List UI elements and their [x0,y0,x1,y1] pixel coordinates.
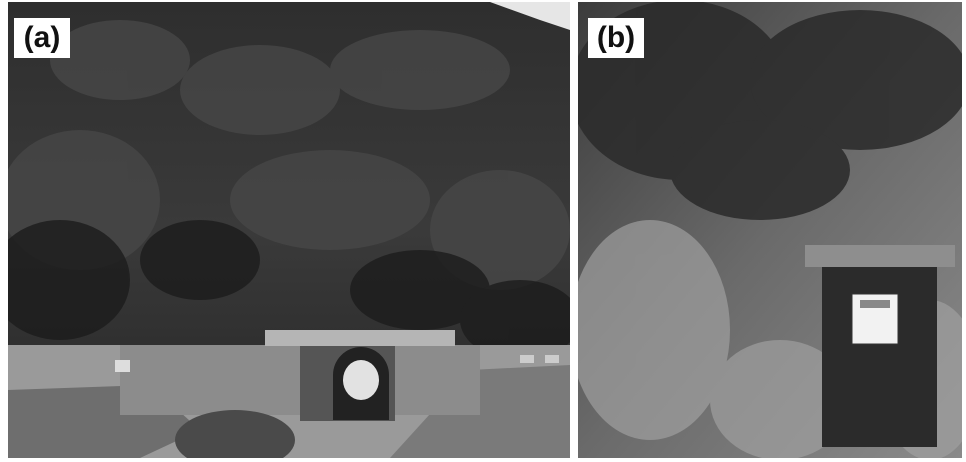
photo-b [578,2,962,458]
panel-label: (b) [597,21,635,54]
label-box [14,18,70,58]
panel-label: (a) [24,21,61,54]
label-box [588,18,644,58]
photo-a [8,2,570,458]
